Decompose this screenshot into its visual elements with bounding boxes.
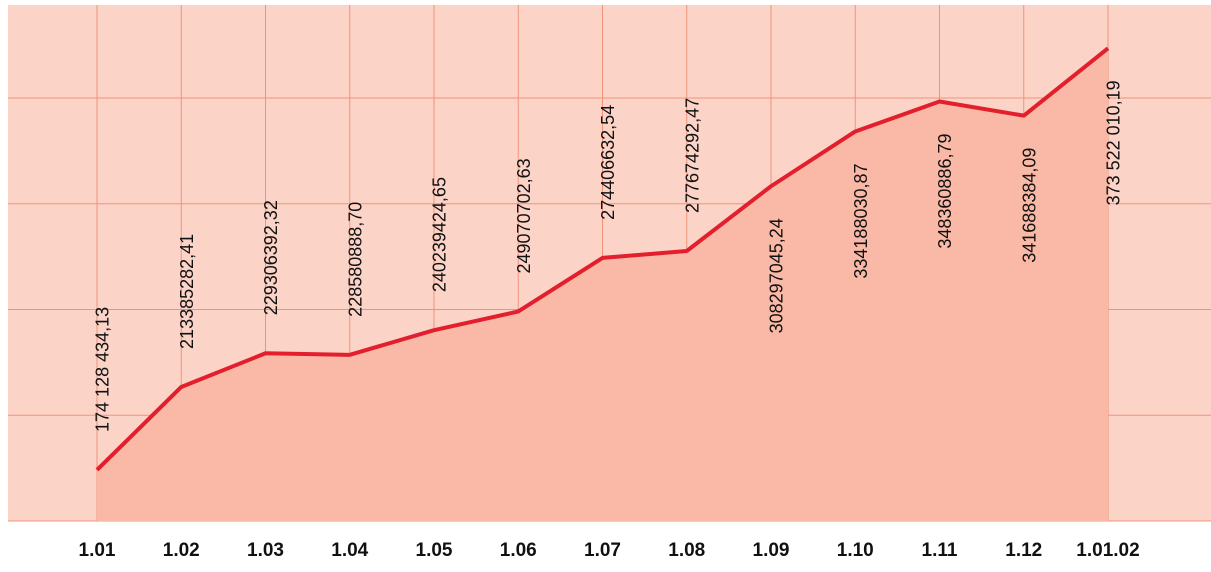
x-tick-label: 1.11 [922,540,958,561]
value-label: 249070702,63 [514,158,534,273]
x-tick-label: 1.09 [753,540,790,561]
x-tick-label: 1.05 [416,540,453,561]
value-label: 228580888,70 [346,202,366,317]
value-label: 240239424,65 [430,177,450,292]
x-tick-label: 1.08 [668,540,705,561]
x-tick-label: 1.01.02 [1076,540,1139,561]
x-tick-label: 1.03 [247,540,284,561]
value-label: 229306392,32 [261,200,281,315]
value-label: 213385282,41 [177,234,197,349]
area [97,48,1108,522]
x-tick-label: 1.07 [584,540,621,561]
value-label: 308297045,24 [767,218,787,333]
x-tick-label: 1.01 [79,540,116,561]
x-tick-label: 1.10 [837,540,874,561]
value-label: 277674292,47 [683,98,703,213]
x-tick-label: 1.12 [1005,540,1042,561]
value-label: 341688384,09 [1020,148,1040,263]
x-tick-label: 1.06 [500,540,537,561]
x-tick-label: 1.02 [163,540,200,561]
value-label: 348360886,79 [935,134,955,249]
value-label: 373 522 010,19 [1104,80,1124,205]
line [95,46,1110,472]
value-label: 274406632,54 [598,105,618,220]
value-label: 334188030,87 [851,163,871,278]
value-label: 174 128 434,13 [93,307,113,432]
x-tick-label: 1.04 [331,540,368,561]
